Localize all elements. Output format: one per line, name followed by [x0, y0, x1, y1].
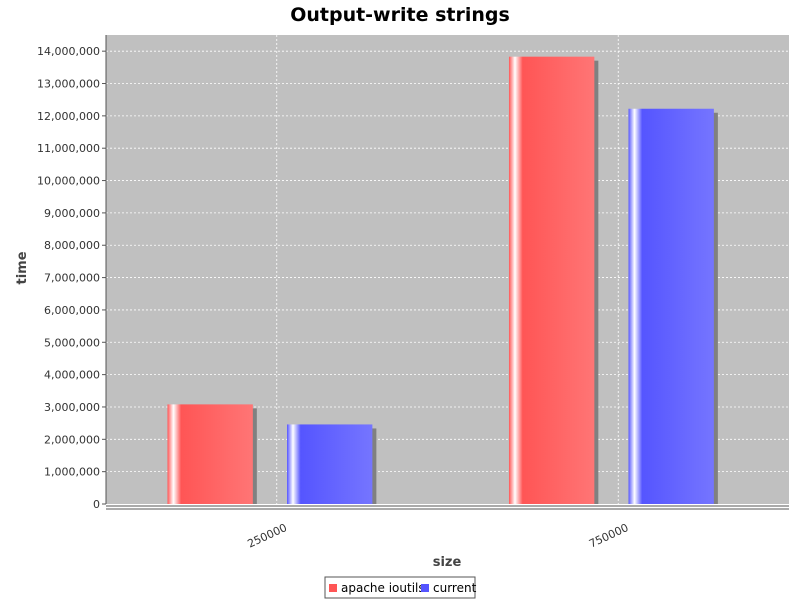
- legend-label-apache-ioutils: apache ioutils: [341, 581, 425, 595]
- y-tick-label: 6,000,000: [44, 304, 100, 317]
- bars: [167, 56, 718, 505]
- x-tick-label: 750000: [587, 521, 631, 551]
- x-axis-label: size: [433, 555, 462, 570]
- y-tick-label: 11,000,000: [37, 142, 100, 155]
- bar-current-750000: [628, 108, 714, 504]
- y-tick-label: 1,000,000: [44, 466, 100, 479]
- legend-label-current: current: [433, 581, 477, 595]
- y-tick-label: 8,000,000: [44, 239, 100, 252]
- y-tick-label: 2,000,000: [44, 433, 100, 446]
- y-tick-label: 12,000,000: [37, 110, 100, 123]
- legend: apache ioutils current: [324, 576, 477, 599]
- y-tick-label: 3,000,000: [44, 401, 100, 414]
- x-axis: 250000 750000: [106, 505, 789, 551]
- y-tick-label: 10,000,000: [37, 175, 100, 188]
- y-axis: 0 1,000,000 2,000,000 3,000,000 4,000,000 5,0…: [37, 35, 107, 511]
- bar-apache-ioutils-250000: [167, 404, 253, 504]
- bar-apache-ioutils-750000: [508, 56, 595, 505]
- y-tick-label: 7,000,000: [44, 272, 100, 285]
- bar-current-250000: [286, 424, 373, 504]
- y-tick-label: 14,000,000: [37, 45, 100, 58]
- legend-swatch-apache-ioutils: [329, 584, 337, 592]
- y-tick-label: 0: [93, 498, 100, 511]
- y-tick-label: 13,000,000: [37, 78, 100, 91]
- y-tick-label: 5,000,000: [44, 336, 100, 349]
- legend-swatch-current: [421, 584, 429, 592]
- y-tick-label: 9,000,000: [44, 207, 100, 220]
- y-tick-label: 4,000,000: [44, 369, 100, 382]
- legend-box: [324, 576, 476, 599]
- x-tick-label: 250000: [245, 521, 289, 551]
- y-axis-label: time: [15, 251, 30, 284]
- chart-title: Output-write strings: [290, 4, 510, 26]
